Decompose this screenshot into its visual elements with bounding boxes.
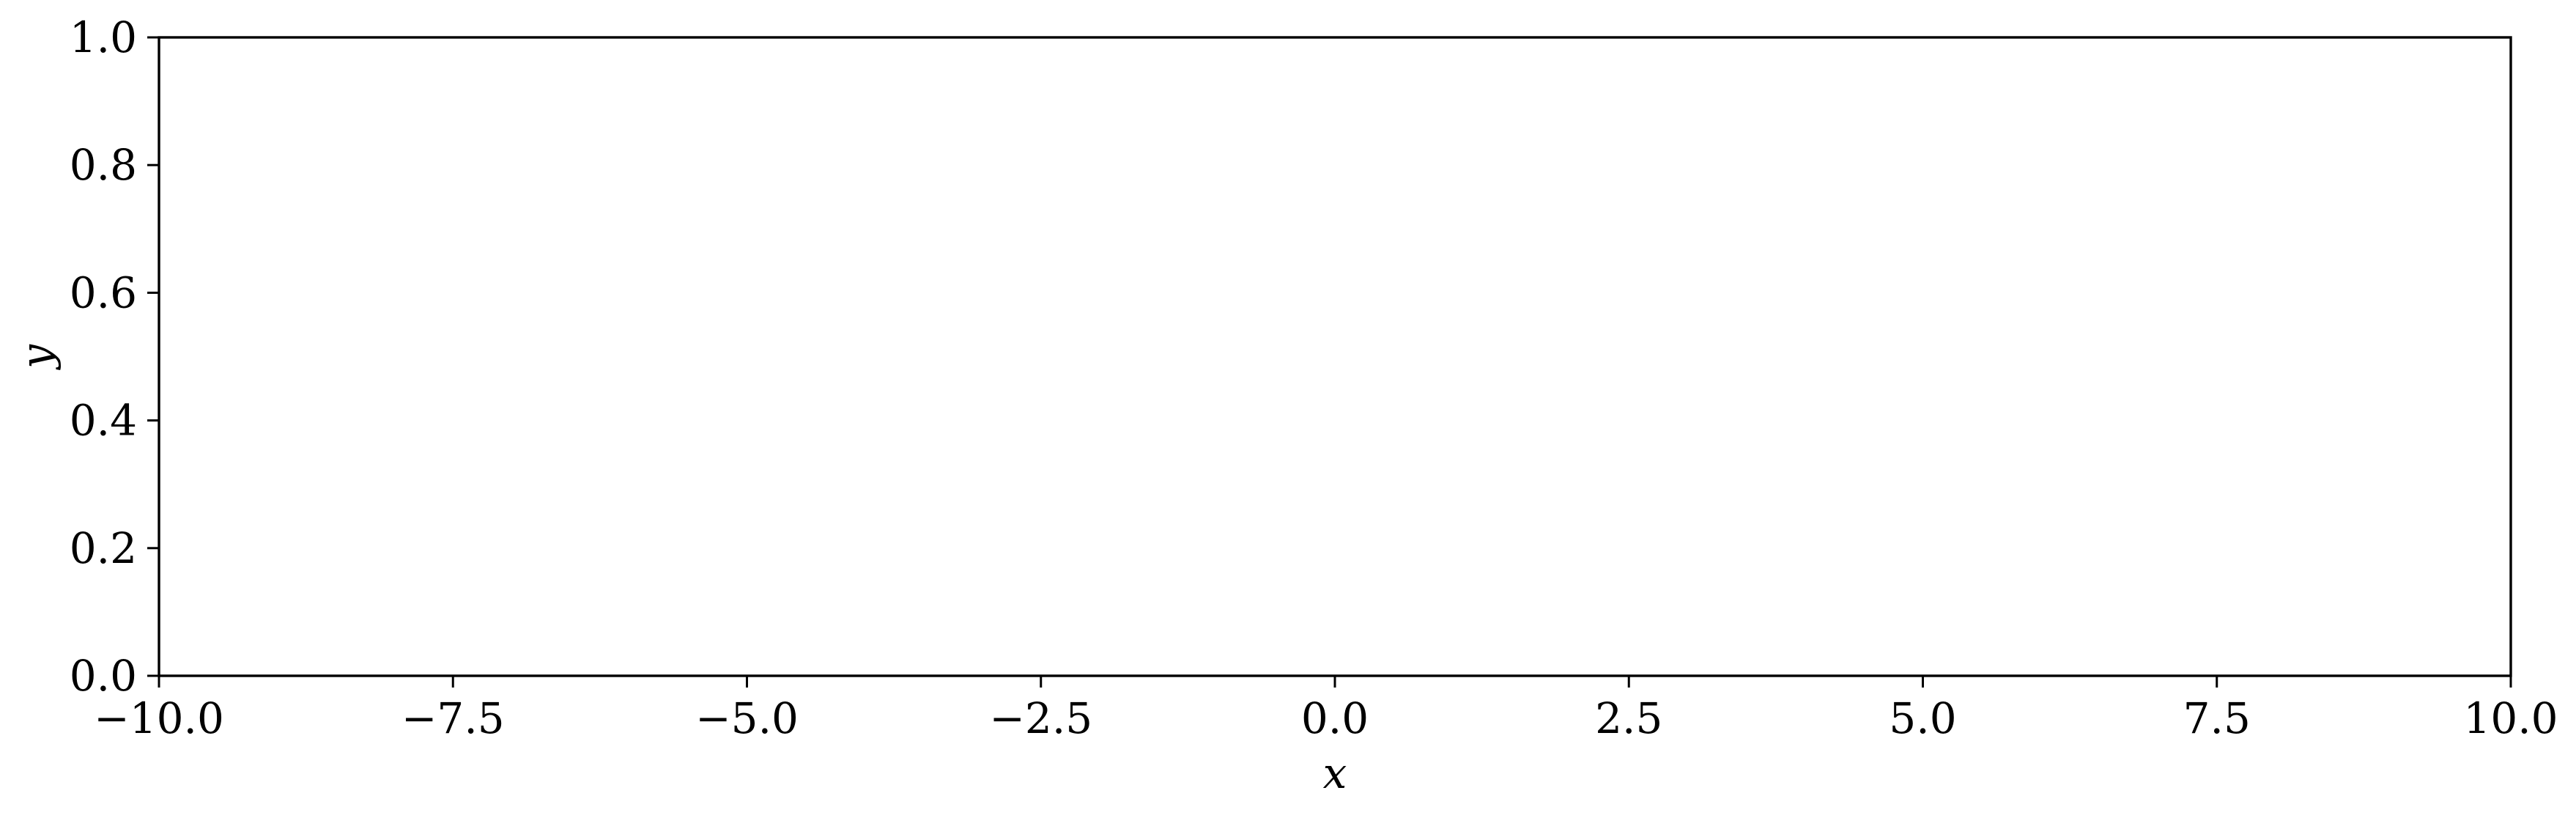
y-tick-label: 0.2 [70, 523, 137, 573]
x-tick-label: 5.0 [1889, 693, 1956, 743]
axes-frame [158, 36, 2512, 677]
y-tick-label: 1.0 [70, 12, 137, 62]
y-tick-label: 0.4 [70, 396, 137, 446]
x-tick-label: 7.5 [2183, 693, 2251, 743]
plot-area [158, 36, 2512, 677]
y-tick-label: 0.0 [70, 651, 137, 701]
x-axis-ticks: −10.0 −7.5 −5.0 −2.5 0.0 2.5 5.0 7.5 10.0 [94, 676, 2558, 743]
y-tick-label: 0.8 [70, 140, 137, 190]
y-axis-label: y [12, 344, 62, 371]
x-tick-label: −5.0 [695, 693, 799, 743]
x-tick-label: −2.5 [989, 693, 1092, 743]
x-tick-label: 10.0 [2463, 693, 2558, 743]
x-tick-label: 2.5 [1595, 693, 1662, 743]
x-axis-label: x [1323, 748, 1347, 798]
x-tick-label: −7.5 [401, 693, 505, 743]
x-tick-label: −10.0 [94, 693, 224, 743]
y-axis-ticks: 0.0 0.2 0.4 0.6 0.8 1.0 [70, 12, 159, 701]
x-tick-label: 0.0 [1301, 693, 1369, 743]
y-tick-label: 0.6 [70, 268, 137, 317]
